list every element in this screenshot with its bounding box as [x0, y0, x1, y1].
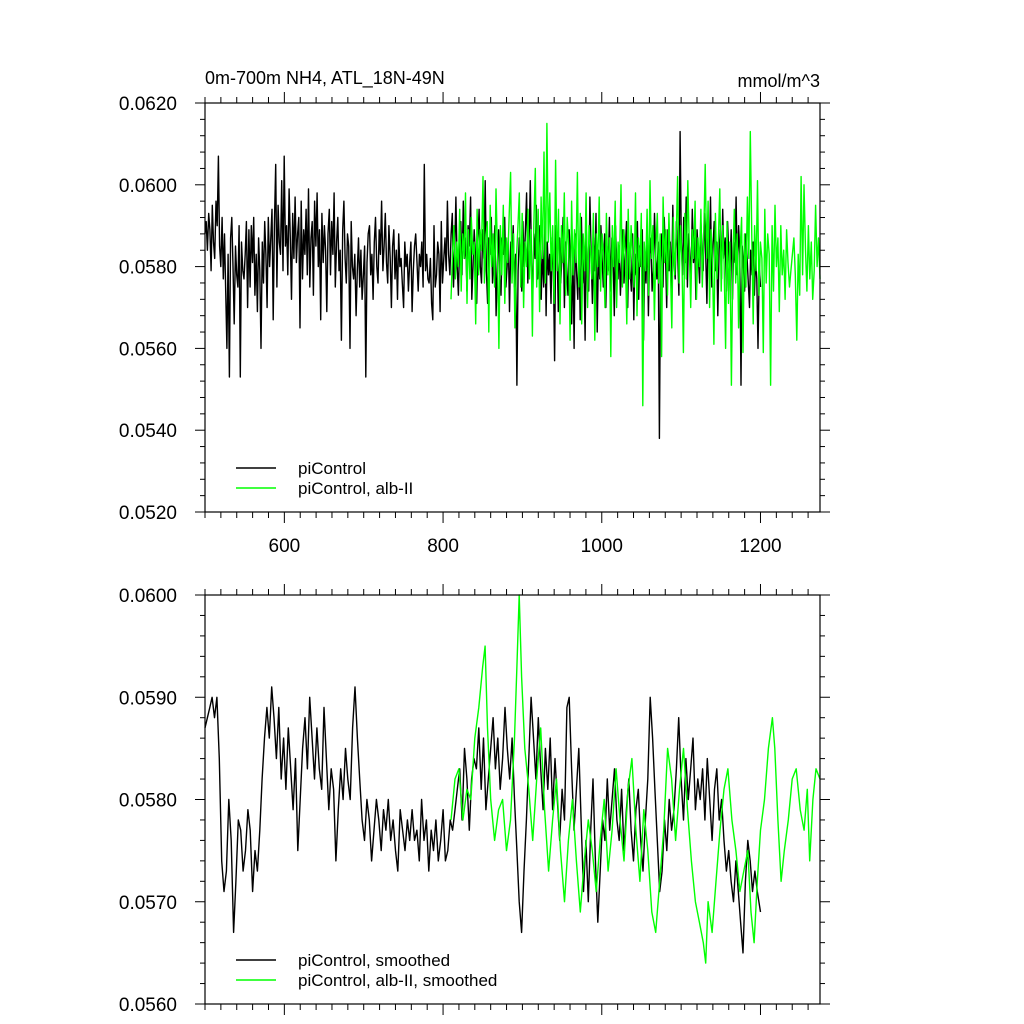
y-tick-label: 0.0580 [119, 258, 177, 279]
x-tick-label: 1200 [739, 536, 781, 557]
top-plot-frame [204, 102, 821, 513]
series-line-smoothed-picontrol [204, 686, 762, 954]
legend-label: piControl, alb-II [298, 479, 413, 498]
y-tick-label: 0.0540 [119, 421, 177, 442]
legend-label: piControl, alb-II, smoothed [298, 971, 497, 990]
y-tick-label: 0.0560 [119, 339, 177, 360]
chart-title: 0m-700m NH4, ATL_18N-49N [205, 68, 445, 89]
y-tick-label: 0.0600 [119, 176, 177, 197]
x-tick-label: 800 [427, 536, 459, 557]
top-series [204, 122, 821, 440]
legend-label: piControl [298, 459, 366, 478]
bottom-series [204, 594, 821, 964]
x-tick-label: 600 [269, 536, 301, 557]
y-tick-label: 0.0520 [119, 503, 177, 524]
top-ticks: 0.0520 0.0540 0.0560 0.0580 0.0600 0.0620 600 8… [119, 92, 830, 557]
units-label: mmol/m^3 [738, 71, 820, 91]
y-tick-label: 0.0560 [119, 995, 177, 1016]
y-tick-label: 0.0620 [119, 94, 177, 115]
x-tick-label: 1000 [581, 536, 623, 557]
y-tick-label: 0.0570 [119, 893, 177, 914]
y-tick-label: 0.0600 [119, 586, 177, 607]
y-tick-label: 0.0590 [119, 688, 177, 709]
series-line-raw-alb-ii [450, 122, 821, 407]
series-line-raw-picontrol [204, 130, 762, 440]
bottom-ticks: 0.0560 0.0570 0.0580 0.0590 0.0600 [119, 584, 830, 1016]
top-panel: 0m-700m NH4, ATL_18N-49N mmol/m^3 0.0520… [119, 68, 830, 557]
bottom-panel: 0.0560 0.0570 0.0580 0.0590 0.0600 piControl… [119, 584, 830, 1016]
legend-label: piControl, smoothed [298, 951, 450, 970]
bottom-plot-frame [204, 594, 821, 1005]
y-tick-label: 0.0580 [119, 791, 177, 812]
series-line-smoothed-alb-ii [450, 594, 821, 964]
